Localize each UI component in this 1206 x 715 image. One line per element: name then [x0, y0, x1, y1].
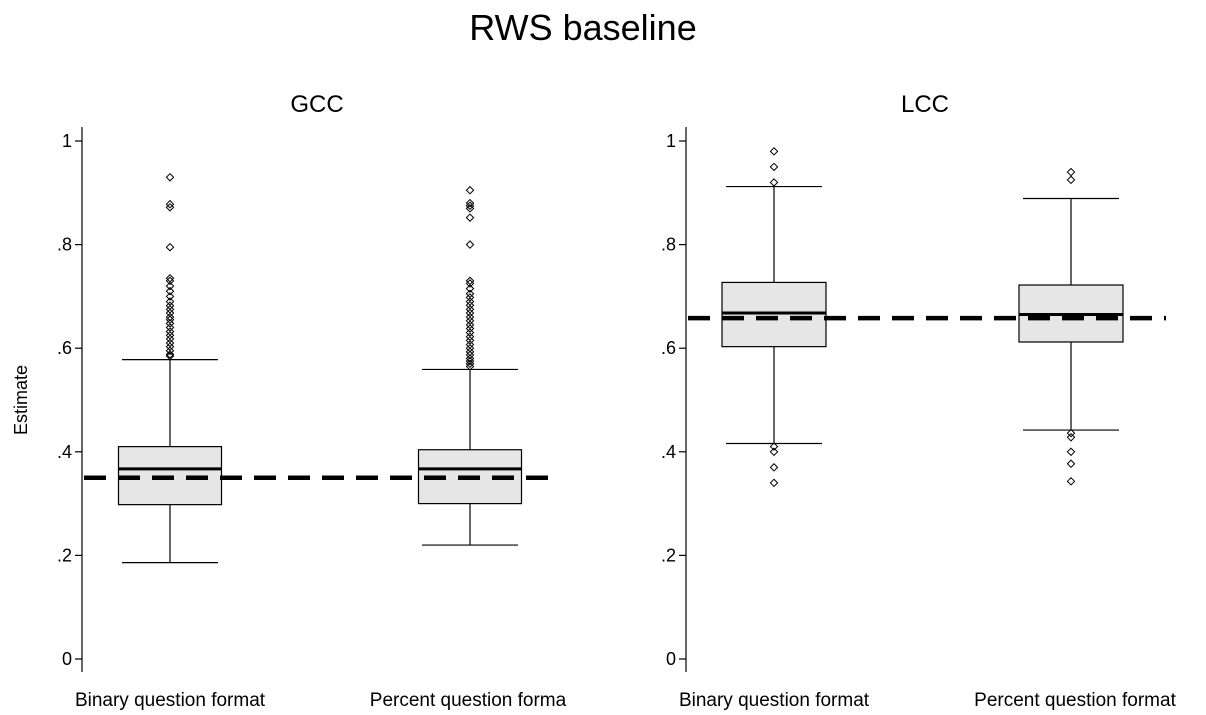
x-label-percent-lcc: Percent question format [974, 690, 1176, 711]
y-tick-label: .6 [57, 338, 72, 358]
outlier-point [1066, 477, 1076, 486]
outlier-point [165, 323, 175, 332]
outlier-point [465, 324, 475, 333]
outlier-point [465, 201, 475, 211]
outlier-point [769, 162, 779, 172]
y-tick-label: .8 [57, 235, 72, 255]
outlier-point [465, 300, 475, 310]
panel-lcc: LCC 0 .2 .4 .6 .8 1 Binary question format Pe… [661, 91, 1177, 711]
outlier-point [165, 242, 175, 252]
outlier-point [165, 292, 175, 301]
outlier-point [769, 442, 779, 451]
x-label-percent-gcc: Percent question forma [370, 690, 567, 711]
y-tick-label: .8 [661, 235, 676, 255]
outlier-point [165, 276, 175, 286]
outlier-point [165, 281, 175, 291]
boxes-lcc [721, 147, 1124, 488]
outlier-point [465, 328, 475, 337]
outlier-point [165, 327, 175, 336]
outlier-point [165, 346, 175, 356]
outlier-point [465, 312, 475, 322]
y-tick-label: .4 [57, 442, 72, 462]
outlier-point [165, 172, 175, 182]
outlier-point [165, 350, 175, 359]
outlier-point [165, 199, 175, 209]
outlier-point [465, 354, 475, 363]
outlier-point [465, 284, 475, 293]
y-axis-label: Estimate [11, 365, 31, 435]
y-tick-label: .6 [661, 338, 676, 358]
outlier-point [165, 312, 175, 322]
y-tick-label: .4 [661, 442, 676, 462]
panel-title-gcc: GCC [290, 91, 343, 118]
outlier-point [165, 202, 175, 212]
outlier-point [165, 308, 175, 318]
outlier-point [465, 276, 475, 286]
panel-gcc: GCC 0 .2 .4 .6 .8 1 Binary question format Pe… [57, 91, 567, 711]
outlier-point [165, 273, 175, 283]
outlier-point [465, 340, 475, 349]
y-tick-label: 0 [666, 649, 676, 669]
outlier-point [465, 359, 475, 369]
outlier-point [165, 319, 175, 328]
outlier-point [465, 332, 475, 342]
outlier-point [465, 279, 475, 288]
outlier-point [165, 330, 175, 340]
outlier-point [769, 463, 779, 472]
outlier-point [465, 308, 475, 318]
outlier-point [465, 198, 475, 208]
y-tick-label: .2 [57, 545, 72, 565]
outlier-point [769, 478, 779, 488]
outlier-point [465, 350, 475, 360]
outlier-point [465, 185, 475, 195]
y-tick-label: 1 [62, 131, 72, 151]
outlier-point [1066, 167, 1076, 177]
outlier-point [769, 147, 779, 156]
outlier-point [165, 342, 175, 351]
outlier-point [1066, 447, 1076, 457]
outlier-point [465, 204, 475, 213]
iqr-box [721, 281, 827, 348]
outlier-point [165, 297, 175, 306]
y-tick-label: .2 [661, 545, 676, 565]
outlier-point [465, 297, 475, 306]
outlier-point [165, 334, 175, 344]
outlier-point [465, 289, 475, 299]
outlier-point [769, 178, 779, 187]
outlier-point [465, 316, 475, 326]
outlier-point [165, 338, 175, 348]
outlier-point [465, 343, 475, 353]
x-label-binary-lcc: Binary question format [679, 690, 870, 711]
outlier-point [465, 213, 475, 222]
outlier-point [165, 305, 175, 314]
y-tick-label: 0 [62, 649, 72, 669]
y-ticks-lcc: 0 .2 .4 .6 .8 1 [661, 131, 686, 669]
outlier-point [1066, 432, 1076, 442]
outlier-point [465, 336, 475, 345]
x-label-binary-gcc: Binary question format [75, 690, 266, 711]
outlier-point [465, 347, 475, 357]
outlier-point [165, 286, 175, 296]
outlier-point [465, 293, 475, 302]
panel-title-lcc: LCC [901, 91, 949, 118]
outlier-point [165, 301, 175, 311]
y-ticks-gcc: 0 .2 .4 .6 .8 1 [57, 131, 82, 669]
boxes-gcc [117, 172, 523, 564]
outlier-point [769, 447, 779, 457]
chart-title: RWS baseline [469, 7, 696, 48]
outlier-point [465, 240, 475, 249]
outlier-point [465, 320, 475, 330]
outlier-point [465, 305, 475, 314]
y-tick-label: 1 [666, 131, 676, 151]
outlier-point [1066, 459, 1076, 469]
outlier-point [1066, 175, 1076, 185]
outlier-point [165, 351, 175, 361]
outlier-point [1066, 428, 1076, 438]
